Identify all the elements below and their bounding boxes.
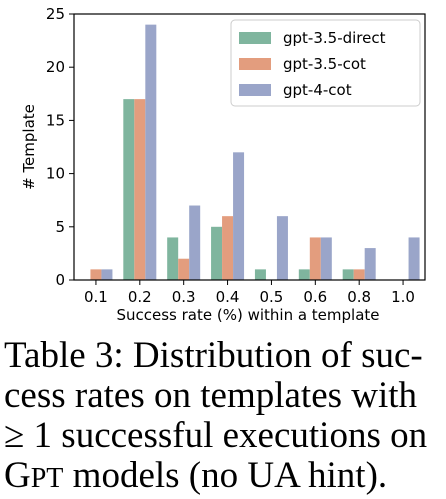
caption-line-4-rest: models (no UA hint). (63, 455, 388, 496)
bars-group (90, 24, 420, 281)
bar-gpt-3.5-direct-0.4 (211, 226, 223, 280)
x-tick-label: 0.3 (172, 288, 196, 306)
caption-line-3: ≥ 1 successful executions on (4, 415, 428, 456)
bar-gpt-3.5-direct-0.6 (298, 269, 310, 280)
x-tick-labels: 0.1 0.2 0.3 0.4 0.5 0.6 0.8 1.0 (84, 280, 415, 306)
bar-gpt-3.5-cot-0.6 (309, 237, 321, 280)
x-tick-label: 0.2 (128, 288, 152, 306)
legend-swatch-gpt-4-cot (239, 84, 271, 96)
bar-gpt-3.5-direct-0.3 (167, 237, 179, 280)
legend-label-gpt-3.5-direct: gpt-3.5-direct (283, 29, 386, 47)
bar-gpt-4-cot-0.2 (145, 24, 157, 280)
bar-gpt-4-cot-0.4 (233, 152, 245, 280)
y-tick-label: 15 (46, 111, 65, 129)
legend-swatch-gpt-3.5-cot (239, 58, 271, 70)
y-tick-label: 10 (46, 165, 65, 183)
bar-gpt-3.5-cot-0.3 (178, 258, 190, 280)
bar-gpt-3.5-direct-0.2 (123, 99, 135, 281)
x-tick-label: 0.4 (216, 288, 240, 306)
bar-gpt-3.5-cot-0.2 (134, 99, 146, 281)
legend-swatch-gpt-3.5-direct (239, 32, 271, 44)
bar-gpt-3.5-cot-0.8 (353, 269, 365, 280)
bar-gpt-3.5-direct-0.5 (254, 269, 266, 280)
figure-caption: Table 3: Distribution of suc- cess rates… (4, 336, 442, 496)
axes-group (73, 13, 426, 281)
caption-smallcaps-first: G (4, 455, 31, 496)
caption-line-2: cess rates on templates with (4, 375, 418, 416)
x-tick-label: 0.8 (347, 288, 371, 306)
x-tick-label: 1.0 (391, 288, 415, 306)
legend-label-gpt-3.5-cot: gpt-3.5-cot (283, 55, 366, 73)
x-tick-label: 0.1 (84, 288, 108, 306)
bar-gpt-3.5-cot-0.1 (90, 269, 102, 280)
bar-gpt-3.5-direct-0.8 (342, 269, 354, 280)
bar-gpt-4-cot-0.8 (364, 248, 376, 280)
legend-label-gpt-4-cot: gpt-4-cot (283, 81, 352, 99)
legend-box (230, 19, 421, 107)
y-tick-label: 5 (55, 218, 65, 236)
caption-line-4: GPT models (no UA hint). (4, 456, 442, 496)
bar-gpt-4-cot-0.3 (189, 205, 201, 280)
bar-gpt-4-cot-0.1 (101, 269, 113, 280)
y-tick-label: 25 (46, 5, 65, 23)
bar-gpt-4-cot-1.0 (408, 237, 420, 280)
caption-line-1: Table 3: Distribution of suc- (4, 335, 423, 376)
bar-gpt-3.5-cot-0.4 (222, 216, 234, 280)
y-tick-labels: 0 5 10 15 20 25 (46, 5, 74, 289)
x-tick-label: 0.6 (303, 288, 327, 306)
bar-chart: 0.1 0.2 0.3 0.4 0.5 0.6 0.8 1.0 0 5 10 15 20 25 Succ… (20, 5, 426, 324)
x-axis-label: Success rate (%) within a template (116, 306, 379, 324)
legend: gpt-3.5-direct gpt-3.5-cot gpt-4-cot (230, 19, 421, 107)
y-tick-label: 0 (55, 271, 65, 289)
bar-gpt-4-cot-0.5 (276, 216, 288, 280)
bar-gpt-4-cot-0.6 (320, 237, 332, 280)
y-axis-label: # Template (20, 104, 38, 190)
x-tick-label: 0.5 (260, 288, 284, 306)
plot-frame (73, 13, 426, 281)
caption-smallcaps-rest: PT (30, 463, 64, 494)
y-tick-label: 20 (46, 58, 65, 76)
